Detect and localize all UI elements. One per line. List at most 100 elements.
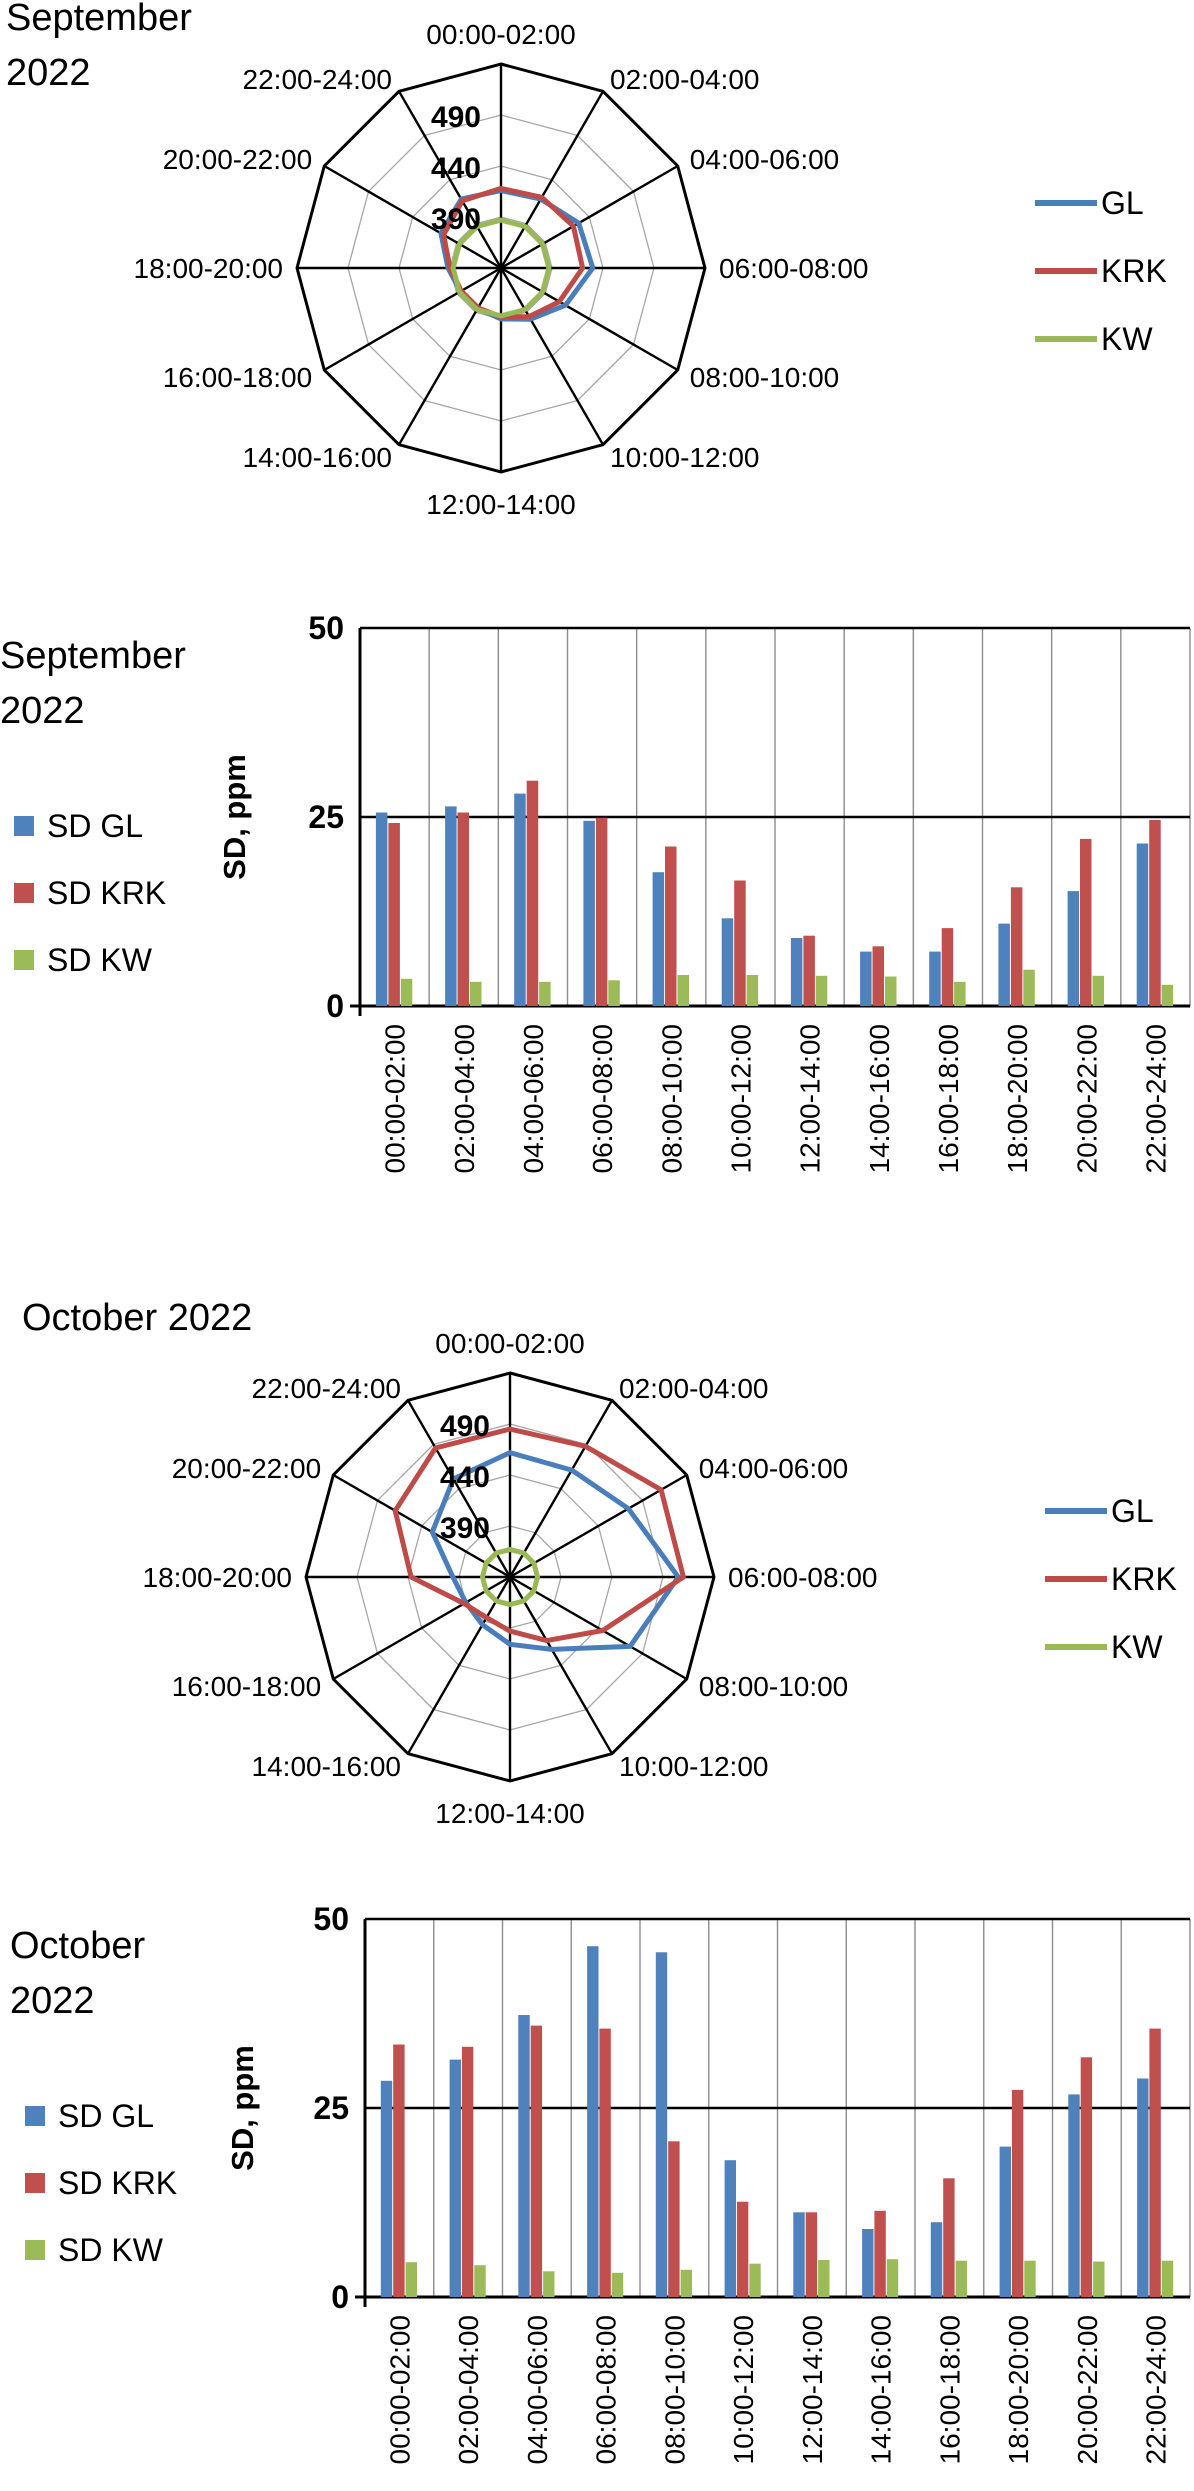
legend-label: SD KRK [47, 875, 166, 911]
bar-sd-gl [652, 872, 665, 1006]
bar-sd-gl [998, 923, 1010, 1006]
radar-category-label: 00:00-02:00 [435, 1328, 584, 1359]
radar-spoke [508, 1399, 614, 1578]
legend-label: SD KW [58, 2232, 164, 2268]
legend-label: SD KRK [58, 2165, 177, 2201]
y-axis-label: SD, ppm [225, 2045, 260, 2171]
legend-label: GL [1101, 185, 1144, 221]
radar-category-label: 14:00-16:00 [243, 442, 392, 473]
legend-label: KRK [1101, 253, 1167, 289]
radar-spoke [406, 1399, 512, 1578]
bar-sd-krk [461, 2046, 474, 2297]
radar-spoke [406, 1576, 512, 1755]
legend-swatch [14, 950, 34, 970]
bar-sd-gl [793, 2212, 805, 2297]
bar-sd-kw [818, 2260, 830, 2297]
chart-title: October 2022 [22, 1297, 252, 1339]
x-tick-label: 06:00-08:00 [587, 1024, 618, 1173]
bar-sd-krk [734, 880, 746, 1006]
x-tick-label: 02:00-04:00 [449, 1024, 480, 1173]
radar-spoke [499, 267, 605, 446]
bar-sd-krk [943, 2178, 955, 2297]
x-tick-label: 22:00-24:00 [1140, 1024, 1171, 1173]
bar-sd-krk [457, 812, 469, 1006]
y-tick-label: 25 [308, 799, 344, 835]
bar-sd-krk [1010, 887, 1023, 1006]
radar-category-label: 18:00-20:00 [143, 1562, 292, 1593]
bar-sd-kw [815, 975, 828, 1006]
y-axis-label: SD, ppm [217, 754, 252, 880]
y-tick-label: 0 [331, 2279, 349, 2315]
radar-category-label: 10:00-12:00 [619, 1751, 768, 1782]
x-tick-label: 22:00-24:00 [1141, 2315, 1172, 2464]
radar-category-label: 12:00-14:00 [435, 1798, 584, 1829]
x-tick-label: 14:00-16:00 [864, 1024, 895, 1173]
radar-spoke [397, 90, 503, 269]
x-tick-label: 18:00-20:00 [1003, 2315, 1034, 2464]
radar-tick-label: 390 [440, 1512, 490, 1545]
radar-category-label: 16:00-18:00 [172, 1671, 321, 1702]
x-tick-label: 08:00-10:00 [659, 2315, 690, 2464]
legend-label: SD KW [47, 942, 153, 978]
radar-spoke [509, 1575, 688, 1681]
x-tick-label: 06:00-08:00 [591, 2315, 622, 2464]
bar-sd-gl [380, 2080, 393, 2297]
bar-sd-kw [539, 981, 551, 1006]
legend-label: SD GL [58, 2098, 154, 2134]
radar-tick-label: 490 [431, 101, 481, 134]
x-tick-label: 04:00-06:00 [522, 2315, 553, 2464]
bar-sd-krk [874, 2210, 886, 2297]
bar-sd-krk [1149, 820, 1161, 1006]
bar-sd-kw [1023, 969, 1035, 1006]
y-tick-label: 0 [326, 988, 344, 1024]
bar-sd-gl [721, 918, 734, 1006]
radar-category-label: 14:00-16:00 [252, 1751, 401, 1782]
radar-spoke [499, 90, 605, 269]
bar-sd-kw [470, 981, 482, 1006]
radar-category-label: 22:00-24:00 [252, 1373, 401, 1404]
x-tick-label: 16:00-18:00 [934, 2315, 965, 2464]
radar-series-krk [392, 1426, 686, 1644]
bar-sd-kw [1161, 2260, 1174, 2297]
bar-chart-3: October 2022 0 25 50 SD, ppm 00:00-02:00 02:00-… [10, 1901, 1191, 2464]
radar-spoke [323, 164, 502, 270]
bar-sd-gl [1137, 2078, 1149, 2297]
bar-sd-krk [736, 2201, 749, 2297]
x-tick-label: 00:00-02:00 [380, 1024, 411, 1173]
radar-category-label: 16:00-18:00 [163, 362, 312, 393]
chart-title: September 2022 [0, 635, 186, 732]
bar-sd-gl [999, 2146, 1011, 2297]
radar-chart-2: October 2022 390 440 490 00:00-02:00 02:00-04… [22, 1297, 1177, 1829]
radar-category-label: 02:00-04:00 [610, 64, 759, 95]
radar-category-label: 12:00-14:00 [426, 489, 575, 520]
bar-sd-kw [474, 2265, 486, 2297]
bar-sd-krk [599, 2028, 611, 2297]
bar-sd-gl [862, 2229, 874, 2297]
bar-sd-krk [665, 846, 677, 1006]
bar-sd-krk [668, 2141, 680, 2297]
bar-sd-krk [803, 935, 815, 1006]
bar-sd-gl [1136, 843, 1149, 1006]
radar-spoke [508, 1576, 614, 1755]
legend-label: SD GL [47, 808, 143, 844]
bar-sd-kw [400, 978, 413, 1006]
bar-sd-krk [388, 823, 400, 1006]
bar-sd-gl [514, 793, 526, 1006]
bar-sd-gl [518, 2015, 530, 2297]
x-tick-label: 12:00-14:00 [797, 2315, 828, 2464]
bar-sd-kw [1161, 984, 1174, 1006]
x-tick-label: 04:00-06:00 [518, 1024, 549, 1173]
bar-sd-gl [449, 2059, 461, 2297]
bar-sd-gl [1068, 2094, 1080, 2297]
x-tick-label: 16:00-18:00 [933, 1024, 964, 1173]
bar-sd-krk [941, 928, 954, 1006]
legend-swatch [25, 2106, 45, 2126]
bar-sd-gl [790, 938, 803, 1006]
radar-category-label: 04:00-06:00 [690, 144, 839, 175]
radar-category-label: 18:00-20:00 [134, 253, 283, 284]
bar-sd-kw [955, 2260, 967, 2297]
radar-tick-label: 440 [431, 152, 481, 185]
bar-sd-gl [929, 951, 941, 1006]
